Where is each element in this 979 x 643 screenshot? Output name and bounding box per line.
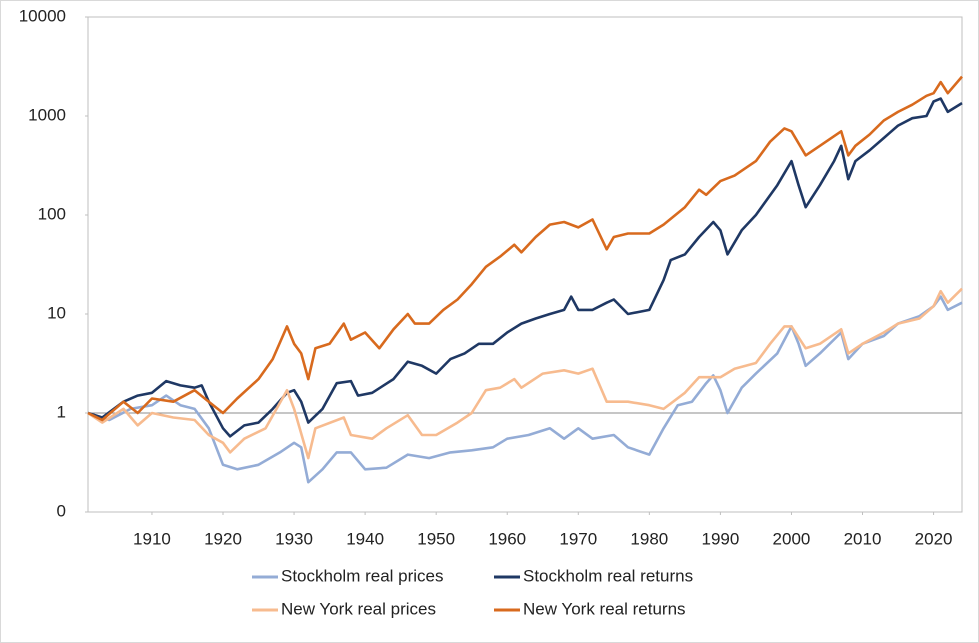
series-line [87, 295, 963, 484]
series-line [87, 287, 963, 460]
x-tick-label: 1980 [630, 529, 668, 548]
y-tick-label: 0 [57, 501, 66, 520]
x-tick-label: 1960 [488, 529, 526, 548]
series-line [87, 97, 963, 438]
y-tick-label: 1 [57, 402, 66, 421]
x-tick-label: 1940 [346, 529, 384, 548]
y-tick-label: 10 [47, 303, 66, 322]
x-tick-label: 1910 [133, 529, 171, 548]
y-tick-label: 10000 [19, 6, 66, 25]
x-tick-label: 2010 [844, 529, 882, 548]
legend-label: Stockholm real prices [281, 566, 444, 585]
y-tick-label: 1000 [28, 105, 66, 124]
x-tick-label: 1990 [701, 529, 739, 548]
series-line [87, 75, 963, 422]
x-tick-label: 1920 [204, 529, 242, 548]
legend-label: Stockholm real returns [523, 566, 693, 585]
legend-label: New York real prices [281, 599, 436, 618]
x-tick-label: 1970 [559, 529, 597, 548]
y-tick-label: 100 [38, 204, 66, 223]
plot-frame [87, 16, 963, 513]
x-tick-label: 2020 [915, 529, 953, 548]
x-tick-label: 2000 [773, 529, 811, 548]
x-tick-label: 1930 [275, 529, 313, 548]
x-tick-label: 1950 [417, 529, 455, 548]
legend-label: New York real returns [523, 599, 686, 618]
